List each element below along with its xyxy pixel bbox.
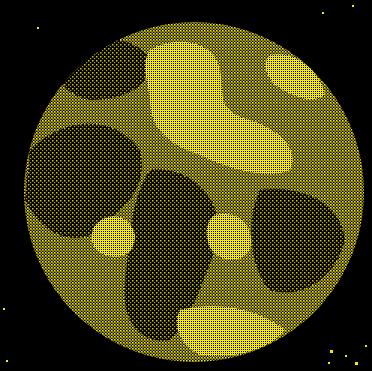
planet-disc (24, 22, 364, 362)
